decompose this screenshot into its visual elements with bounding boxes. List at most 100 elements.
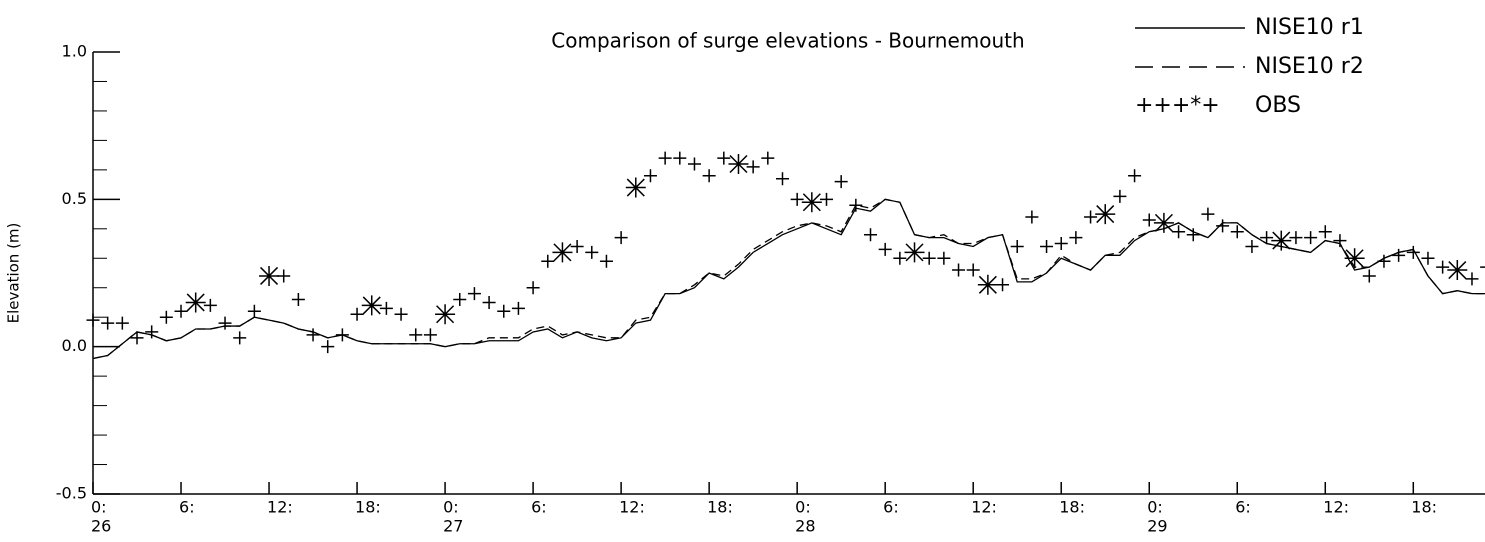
obs-marker	[1245, 239, 1259, 253]
y-tick-label: -0.5	[56, 484, 87, 503]
obs-marker	[849, 198, 863, 212]
obs-marker	[625, 177, 646, 198]
y-axis-label: Elevation (m)	[5, 223, 23, 324]
obs-marker	[1186, 228, 1200, 242]
obs-marker	[1095, 204, 1116, 225]
obs-marker	[599, 254, 613, 268]
obs-marker	[185, 292, 206, 313]
obs-marker	[203, 298, 217, 312]
obs-marker	[482, 295, 496, 309]
obs-marker	[1377, 254, 1391, 268]
obs-marker	[922, 251, 936, 265]
obs-marker	[673, 151, 687, 165]
obs-marker	[218, 316, 232, 330]
obs-marker	[790, 192, 804, 206]
obs-marker	[1392, 248, 1406, 262]
obs-marker	[467, 287, 481, 301]
x-tick-label: 0:	[91, 498, 107, 517]
x-tick-label: 12:	[1323, 498, 1349, 517]
x-tick-label: 12:	[971, 498, 997, 517]
obs-marker	[687, 157, 701, 171]
obs-marker	[1421, 251, 1435, 265]
obs-marker	[801, 192, 822, 213]
obs-marker	[350, 307, 364, 321]
obs-marker	[361, 295, 382, 316]
obs-marker	[526, 281, 540, 295]
legend-label: NISE10 r1	[1255, 15, 1364, 40]
obs-marker	[585, 245, 599, 259]
x-tick-label: 18:	[1059, 498, 1085, 517]
obs-marker	[1113, 189, 1127, 203]
obs-marker	[1142, 213, 1156, 227]
x-day-label: 27	[443, 517, 463, 536]
obs-marker	[291, 293, 305, 307]
obs-marker	[1318, 225, 1332, 239]
x-tick-label: 12:	[267, 498, 293, 517]
obs-marker	[977, 274, 998, 295]
obs-marker	[1406, 245, 1420, 259]
obs-marker	[409, 328, 423, 342]
obs-marker	[1010, 239, 1024, 253]
obs-marker	[643, 169, 657, 183]
x-tick-label: 18:	[1411, 498, 1437, 517]
x-day-label: 28	[795, 517, 815, 536]
y-tick-label: 1.0	[62, 42, 87, 61]
y-tick-label: 0.0	[62, 336, 87, 355]
obs-marker	[820, 192, 833, 206]
obs-marker	[435, 304, 456, 325]
obs-marker	[746, 160, 760, 174]
obs-marker	[1260, 231, 1274, 245]
x-tick-label: 0:	[1147, 498, 1163, 517]
obs-marker	[379, 301, 393, 315]
obs-marker	[893, 251, 907, 265]
obs-marker	[1465, 272, 1479, 286]
obs-marker	[952, 263, 966, 277]
obs-marker	[552, 242, 573, 263]
x-day-label: 29	[1147, 517, 1167, 536]
obs-marker	[658, 151, 672, 165]
obs-marker	[761, 151, 775, 165]
x-tick-label: 12:	[619, 498, 645, 517]
obs-marker	[423, 328, 437, 342]
model-line	[92, 198, 1485, 360]
obs-marker	[101, 316, 115, 330]
x-tick-label: 6:	[1235, 498, 1251, 517]
obs-marker	[145, 325, 159, 339]
obs-marker	[864, 228, 878, 242]
obs-marker	[904, 242, 925, 263]
obs-marker	[717, 151, 731, 165]
obs-marker	[1153, 212, 1174, 233]
obs-marker	[1447, 260, 1468, 281]
obs-marker	[1271, 230, 1292, 251]
x-day-label: 26	[91, 517, 111, 536]
obs-marker	[321, 340, 335, 354]
y-tick-label: 0.5	[62, 189, 87, 208]
x-tick-label: 0:	[795, 498, 811, 517]
obs-marker	[130, 331, 144, 345]
obs-marker	[878, 242, 892, 256]
obs-marker	[541, 254, 555, 268]
obs-marker	[159, 310, 173, 324]
x-tick-label: 6:	[179, 498, 195, 517]
obs-marker	[702, 169, 716, 183]
obs-marker	[937, 251, 951, 265]
obs-marker	[1069, 231, 1083, 245]
obs-marker	[394, 307, 408, 321]
obs-marker	[1040, 239, 1054, 253]
obs-marker	[570, 239, 584, 253]
obs-marker	[1480, 266, 1485, 268]
obs-marker	[996, 278, 1010, 292]
legend-symbols: +++*+	[1135, 93, 1220, 118]
obs-marker	[259, 265, 280, 286]
x-tick-label: 6:	[531, 498, 547, 517]
obs-marker	[775, 172, 789, 186]
obs-marker	[247, 304, 261, 318]
obs-marker	[511, 301, 525, 315]
obs-marker	[453, 293, 467, 307]
obs-marker	[1201, 207, 1215, 221]
obs-marker	[1304, 231, 1318, 245]
obs-marker	[115, 316, 129, 330]
obs-marker	[1344, 248, 1365, 269]
obs-marker	[966, 263, 980, 277]
